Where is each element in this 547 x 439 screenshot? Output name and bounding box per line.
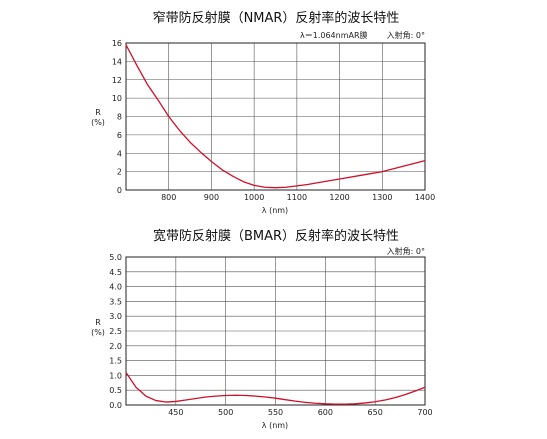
y-tick-label: 10 <box>112 94 122 103</box>
chart-nmar: 窄带防反射膜（NMAR）反射率的波长特性 λ＝1.064nmAR膜 入射角: 0… <box>91 10 435 215</box>
x-axis-label: λ (nm) <box>262 206 288 215</box>
plot-area: 0.0 0.5 1.0 1.5 2.0 2.5 3.0 3.5 4.0 4.5 5.0 450 500 5… <box>109 253 432 417</box>
y-axis-unit: (%) <box>91 328 105 337</box>
x-tick-label: 500 <box>218 408 233 417</box>
y-tick-label: 4 <box>117 149 122 158</box>
y-tick-label: 2 <box>117 168 122 177</box>
x-tick-label: 1300 <box>372 193 392 202</box>
x-tick-label: 700 <box>417 408 432 417</box>
chart-title: 宽带防反射膜（BMAR）反射率的波长特性 <box>153 228 399 244</box>
y-tick-label: 0.5 <box>109 386 122 395</box>
y-tick-label: 12 <box>112 76 122 85</box>
plot-area: 0 2 4 6 8 10 12 14 16 800 900 1000 1100 1200 1300 1400 <box>112 39 435 202</box>
chart-title: 窄带防反射膜（NMAR）反射率的波长特性 <box>153 10 400 26</box>
x-tick-label: 450 <box>168 408 183 417</box>
y-tick-label: 3.0 <box>109 312 122 321</box>
y-tick-label: 4.0 <box>109 283 122 292</box>
y-tick-label: 5.0 <box>109 253 122 262</box>
y-axis-unit: (%) <box>91 118 105 127</box>
series-line <box>125 44 426 189</box>
plot-frame <box>125 42 426 191</box>
y-tick-label: 8 <box>117 113 122 122</box>
x-tick-label: 550 <box>268 408 283 417</box>
x-tick-label: 900 <box>204 193 219 202</box>
y-tick-label: 2.0 <box>109 342 122 351</box>
chart-subtitle: λ＝1.064nmAR膜 <box>300 30 368 40</box>
y-tick-label: 3.5 <box>109 297 122 306</box>
chart-bmar: 宽带防反射膜（BMAR）反射率的波长特性 入射角: 0° R (%) λ (nm… <box>91 228 433 430</box>
incidence-angle-note: 入射角: 0° <box>387 30 425 40</box>
y-axis-label: R <box>95 318 101 327</box>
y-tick-label: 1.5 <box>109 357 122 366</box>
incidence-angle-note: 入射角: 0° <box>387 246 425 256</box>
y-tick-label: 0.0 <box>109 401 122 410</box>
x-tick-label: 650 <box>368 408 383 417</box>
x-tick-label: 1400 <box>415 193 435 202</box>
y-tick-label: 4.5 <box>109 268 122 277</box>
y-tick-label: 0 <box>117 186 122 195</box>
x-tick-label: 1000 <box>244 193 264 202</box>
y-tick-label: 6 <box>117 131 122 140</box>
x-tick-label: 600 <box>318 408 333 417</box>
y-tick-label: 14 <box>112 57 122 66</box>
x-tick-label: 1100 <box>287 193 307 202</box>
y-tick-label: 16 <box>112 39 122 48</box>
x-tick-label: 1200 <box>329 193 349 202</box>
series-line <box>125 372 426 405</box>
y-tick-label: 2.5 <box>109 327 122 336</box>
x-tick-label: 800 <box>161 193 176 202</box>
y-axis-label: R <box>95 108 101 117</box>
x-axis-label: λ (nm) <box>262 421 288 430</box>
y-tick-label: 1.0 <box>109 371 122 380</box>
plot-frame <box>125 256 426 406</box>
